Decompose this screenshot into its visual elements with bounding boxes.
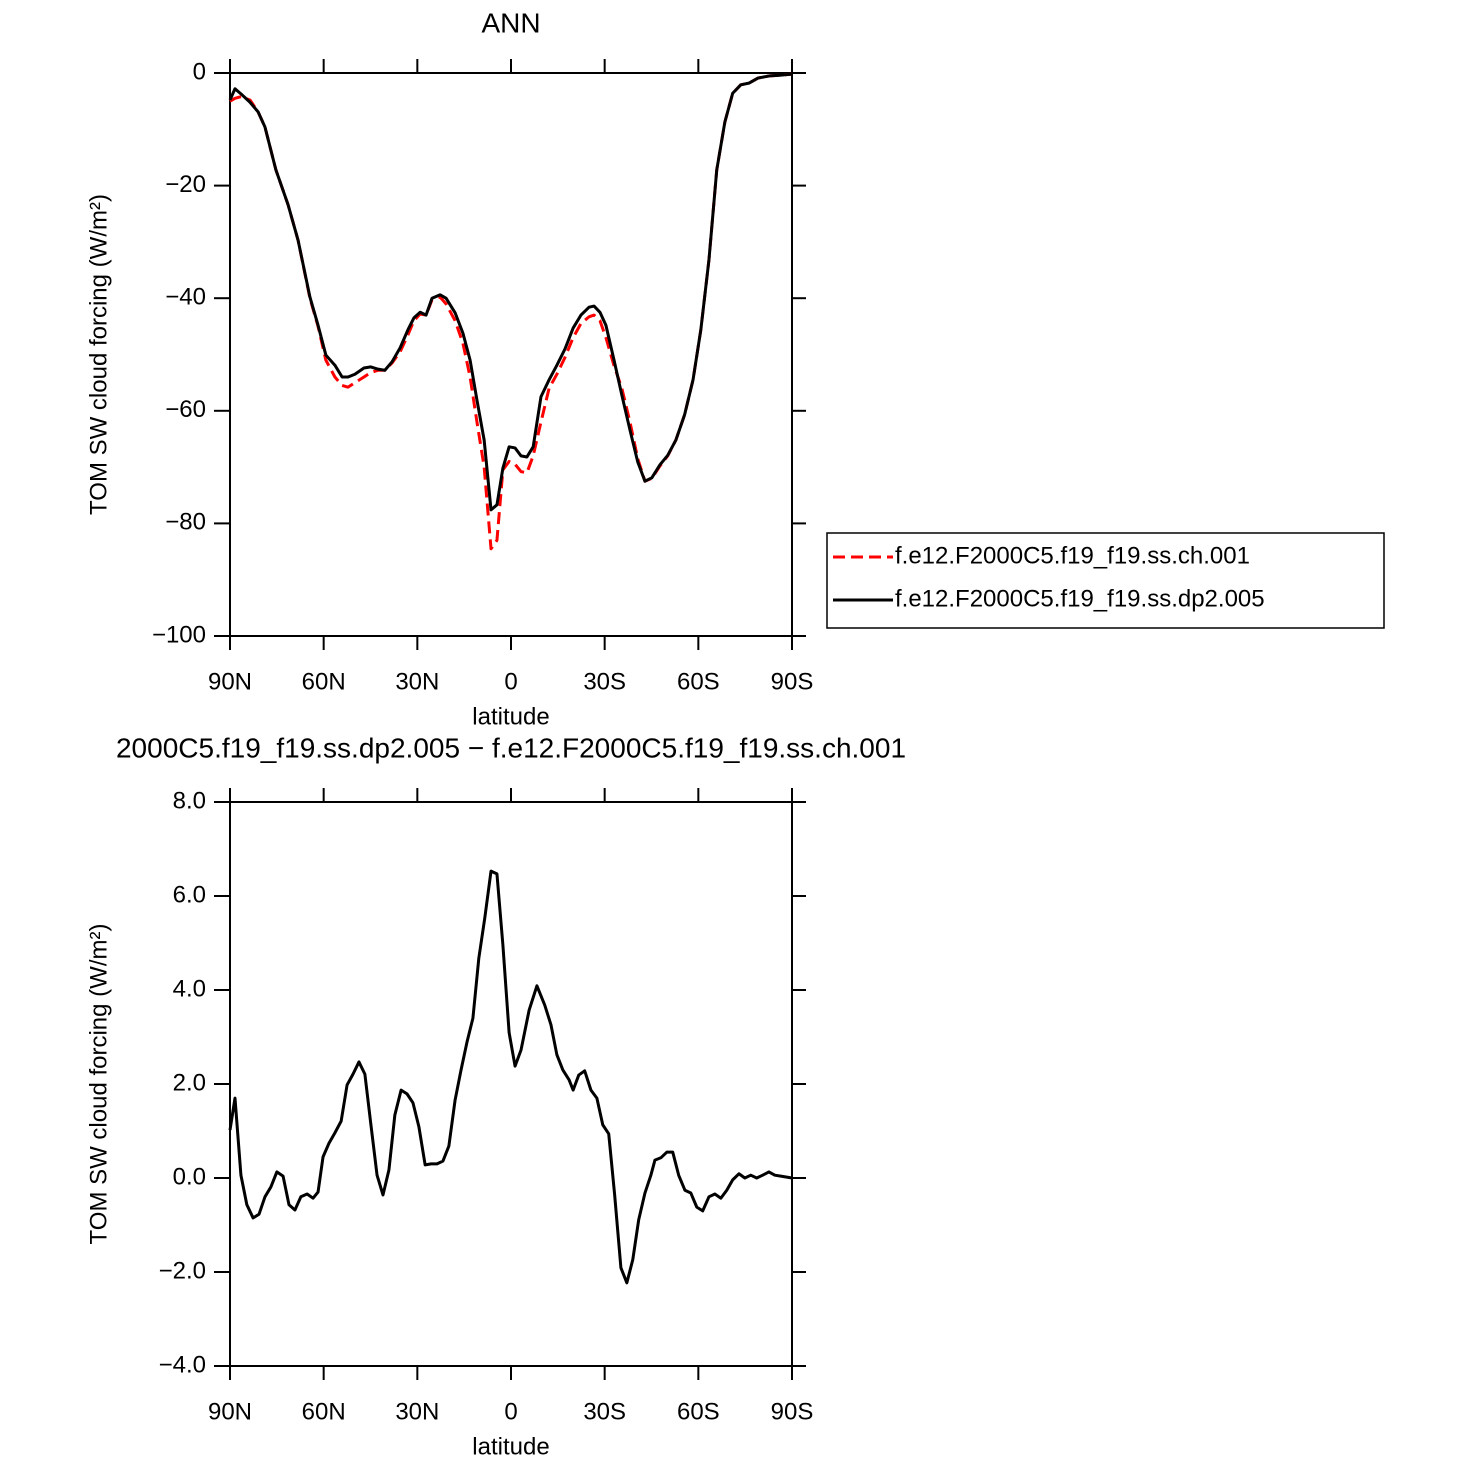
legend-box <box>826 532 1385 629</box>
y-tick-label: −20 <box>165 171 206 198</box>
y-axis-label: TOM SW cloud forcing (W/m²) <box>85 924 112 1245</box>
y-tick-label: 8.0 <box>173 787 206 814</box>
x-tick-label: 30N <box>395 668 439 695</box>
x-axis-label: latitude <box>472 1433 549 1460</box>
x-tick-label: 0 <box>504 1398 517 1425</box>
chart-title: 2000C5.f19_f19.ss.dp2.005 − f.e12.F2000C… <box>116 732 906 763</box>
x-tick-label: 0 <box>504 668 517 695</box>
legend-label: f.e12.F2000C5.f19_f19.ss.ch.001 <box>895 542 1250 569</box>
x-tick-label: 60N <box>302 1398 346 1425</box>
x-tick-label: 90N <box>208 668 252 695</box>
y-tick-label: 0.0 <box>173 1163 206 1190</box>
data-line <box>228 869 793 1285</box>
y-tick-label: −40 <box>165 284 206 311</box>
y-tick-label: −80 <box>165 509 206 536</box>
y-tick-label: −2.0 <box>159 1257 206 1284</box>
data-line <box>228 72 793 512</box>
x-tick-label: 30S <box>583 1398 626 1425</box>
legend-label: f.e12.F2000C5.f19_f19.ss.dp2.005 <box>895 585 1265 612</box>
x-tick-label: 30S <box>583 668 626 695</box>
chart-title: ANN <box>481 7 540 38</box>
x-tick-label: 60N <box>302 668 346 695</box>
y-tick-label: 0 <box>193 58 206 85</box>
x-tick-label: 90S <box>771 668 814 695</box>
plot-frame <box>229 801 793 1367</box>
plot-frame <box>229 72 793 637</box>
x-axis-label: latitude <box>472 703 549 730</box>
y-axis-label: TOM SW cloud forcing (W/m²) <box>85 194 112 515</box>
x-tick-label: 90N <box>208 1398 252 1425</box>
y-tick-label: −60 <box>165 396 206 423</box>
y-tick-label: −100 <box>152 621 206 648</box>
x-tick-label: 60S <box>677 1398 720 1425</box>
x-tick-label: 30N <box>395 1398 439 1425</box>
y-tick-label: 6.0 <box>173 881 206 908</box>
x-tick-label: 60S <box>677 668 720 695</box>
y-tick-label: −4.0 <box>159 1351 206 1378</box>
x-tick-label: 90S <box>771 1398 814 1425</box>
y-tick-label: 4.0 <box>173 975 206 1002</box>
y-tick-label: 2.0 <box>173 1069 206 1096</box>
